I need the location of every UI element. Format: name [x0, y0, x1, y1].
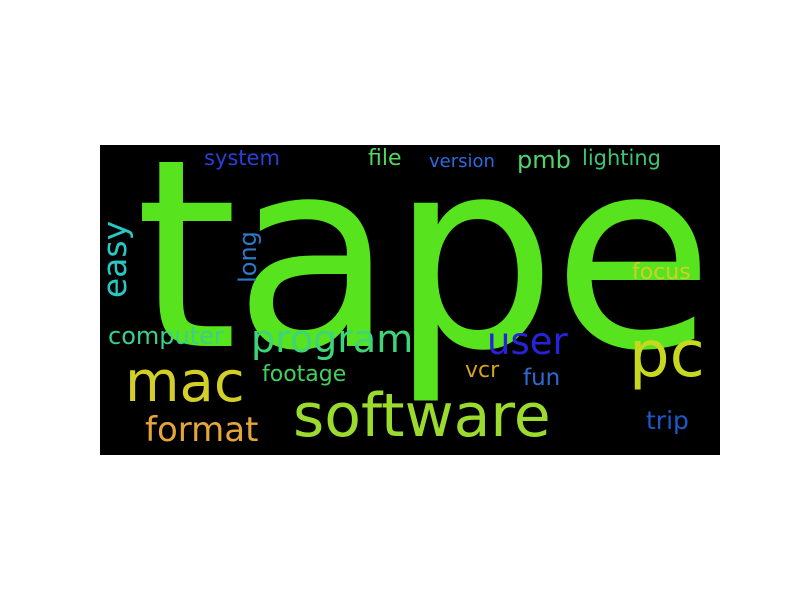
word-system: system — [204, 146, 280, 170]
word-trip: trip — [646, 406, 689, 435]
word-computer: computer — [108, 322, 224, 350]
word-mac: mac — [125, 350, 245, 415]
word-pc: pc — [629, 318, 705, 392]
word-lighting: lighting — [582, 146, 662, 170]
word-file: file — [368, 146, 402, 171]
word-cloud: tape software pc mac program user format… — [100, 145, 720, 455]
word-vcr: vcr — [465, 358, 500, 383]
word-tape: tape — [135, 145, 714, 408]
word-footage: footage — [262, 362, 347, 387]
word-focus: focus — [632, 260, 691, 285]
word-long: long — [233, 231, 262, 283]
word-easy: easy — [100, 220, 135, 299]
word-user: user — [487, 320, 568, 363]
word-pmb: pmb — [517, 146, 571, 174]
word-fun: fun — [523, 365, 561, 391]
word-program: program — [251, 317, 414, 361]
word-format: format — [145, 410, 259, 450]
word-version: version — [429, 151, 495, 172]
word-software: software — [293, 381, 551, 451]
